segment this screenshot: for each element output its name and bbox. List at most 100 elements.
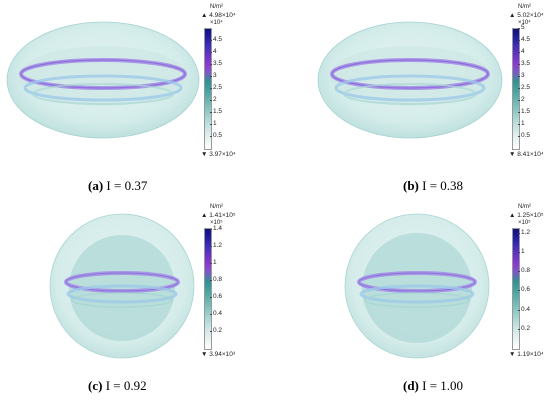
caption-b: (b) I = 0.38	[403, 178, 463, 194]
colorbar-min: ▼ 3.97×10⁴	[201, 151, 236, 158]
colorbar-max: ▲ 5.02×10⁴	[509, 12, 544, 19]
colorbar-tick-label: 1.4	[213, 224, 223, 232]
colorbar-tick-label: 4	[213, 47, 217, 55]
colorbar-tick-mark	[210, 228, 212, 230]
colorbar-tick-mark	[518, 290, 520, 291]
colorbar-tick-mark	[518, 124, 520, 125]
colorbar-tick-label: 1.2	[521, 228, 531, 236]
colorbar-tick-label: 1	[521, 120, 525, 128]
inner-core	[362, 233, 472, 343]
caption-letter: (a)	[88, 178, 104, 193]
colorbar-tick-mark	[518, 28, 520, 30]
caption-text: I = 0.92	[105, 378, 147, 393]
spherical-drop-d	[344, 213, 490, 359]
colorbar-tick-label: 1	[213, 119, 217, 127]
lower-ring	[334, 74, 486, 102]
colorbar-min: ▼ 1.19×10⁴	[509, 351, 544, 358]
colorbar-tick-label: 1.5	[521, 108, 531, 116]
caption-text: I = 1.00	[422, 378, 464, 393]
colorbar-tick-label: 0.2	[521, 324, 531, 332]
colorbar-multiplier: ×10⁴	[210, 20, 223, 26]
colorbar-tick-label: 0.6	[213, 292, 223, 300]
caption-letter: (d)	[403, 378, 419, 393]
colorbar-tick-label: 1	[521, 248, 525, 255]
colorbar-multiplier: ×10⁵	[210, 220, 223, 226]
colorbar-tick-mark	[210, 296, 212, 298]
colorbar-unit: N/m²	[518, 204, 531, 210]
colorbar-tick-mark	[518, 271, 520, 272]
colorbar-min: ▼ 8.41×10⁴	[509, 151, 544, 158]
colorbar-tick-mark	[518, 136, 520, 137]
colorbar-tick-label: 0.4	[521, 305, 531, 313]
colorbar-multiplier: ×10⁵	[518, 220, 531, 226]
caption-letter: (c)	[88, 378, 103, 393]
colorbar-tick-label: 0.8	[521, 267, 531, 275]
colorbar-tick-mark	[210, 99, 212, 101]
colorbar-tick-mark	[518, 88, 520, 89]
colorbar-tick-label: 2.5	[213, 83, 223, 91]
caption-d: (d) I = 1.00	[403, 378, 463, 394]
colorbar-tick-label: 1	[213, 258, 217, 266]
colorbar-tick-label: 0.2	[213, 326, 223, 334]
colorbar-tick-mark	[518, 112, 520, 113]
colorbar-tick-mark	[518, 76, 520, 77]
colorbar-gradient	[512, 28, 520, 150]
colorbar-tick-label: 2	[521, 96, 525, 104]
inner-core	[69, 235, 175, 341]
colorbar-tick-label: 3.5	[213, 59, 223, 67]
colorbar-tick-label: 0.5	[521, 132, 531, 140]
colorbar-max: ▲ 4.98×10⁴	[201, 12, 236, 19]
colorbar-tick-mark	[518, 100, 520, 101]
colorbar-tick-mark	[210, 39, 212, 41]
colorbar-unit: N/m²	[518, 4, 531, 10]
colorbar-tick-label: 2.5	[521, 84, 531, 92]
lower-ring	[66, 284, 178, 304]
colorbar-tick-mark	[210, 123, 212, 125]
colorbar-tick-label: 0.5	[213, 131, 223, 139]
ellipsoid-drop-b	[317, 21, 503, 139]
colorbar-gradient	[512, 228, 520, 350]
colorbar-tick-label: 4.5	[213, 35, 223, 43]
colorbar-tick-mark	[210, 87, 212, 89]
colorbar-multiplier: ×10⁴	[518, 20, 531, 26]
colorbar-tick-mark	[210, 75, 212, 77]
colorbar-gradient	[204, 28, 212, 150]
colorbar-tick-label: 3	[521, 72, 525, 80]
colorbar-tick-mark	[518, 252, 520, 253]
colorbar-tick-mark	[518, 328, 520, 330]
colorbar-tick-mark	[518, 309, 520, 311]
ellipsoid-drop-a	[6, 21, 200, 139]
caption-letter: (b)	[403, 178, 419, 193]
colorbar-tick-mark	[210, 63, 212, 65]
colorbar-tick-label: 3	[213, 71, 217, 79]
colorbar-unit: N/m²	[210, 204, 223, 210]
colorbar-d: N/m² ▲ 1.25×10⁵ ×10⁵ 1.2 1 0.8 0.6 0.4 0.2 ▼ …	[508, 204, 550, 364]
colorbar-tick-mark	[210, 111, 212, 113]
colorbar-tick-mark	[210, 262, 212, 264]
colorbar-max: ▲ 1.25×10⁵	[509, 212, 544, 219]
colorbar-tick-mark	[210, 330, 212, 332]
colorbar-tick-mark	[210, 245, 212, 247]
colorbar-tick-label: 4.5	[521, 36, 531, 44]
colorbar-tick-mark	[210, 313, 212, 315]
colorbar-tick-label: 0.6	[521, 286, 531, 294]
colorbar-tick-mark	[518, 64, 520, 65]
colorbar-c: N/m² ▲ 1.41×10⁵ ×10⁵ 1.4 1.2 1 0.8 0.6 0.4 0.2…	[200, 204, 275, 364]
panel-b: N/m² ▲ 5.02×10⁴ ×10⁴ 5 4.5 4 3.5 3 2.5 2 1.5 1 0.…	[275, 0, 550, 200]
lower-ring	[23, 74, 183, 102]
colorbar-b: N/m² ▲ 5.02×10⁴ ×10⁴ 5 4.5 4 3.5 3 2.5 2 1.5 1 0.…	[508, 4, 550, 164]
colorbar-tick-label: 0.8	[213, 275, 223, 283]
colorbar-min: ▼ 3.94×10³	[201, 351, 236, 358]
colorbar-tick-mark	[210, 279, 212, 281]
colorbar-unit: N/m²	[210, 4, 223, 10]
colorbar-tick-label: 5	[521, 24, 525, 32]
colorbar-tick-mark	[518, 40, 520, 42]
colorbar-tick-label: 0.4	[213, 309, 223, 317]
colorbar-tick-label: 3.5	[521, 60, 531, 68]
caption-text: I = 0.38	[422, 178, 464, 193]
colorbar-tick-mark	[210, 51, 212, 53]
lower-ring	[359, 284, 475, 304]
panel-c: N/m² ▲ 1.41×10⁵ ×10⁵ 1.4 1.2 1 0.8 0.6 0.4 0.2…	[0, 200, 275, 400]
spherical-drop-c	[49, 213, 195, 359]
colorbar-tick-label: 4	[521, 48, 525, 56]
